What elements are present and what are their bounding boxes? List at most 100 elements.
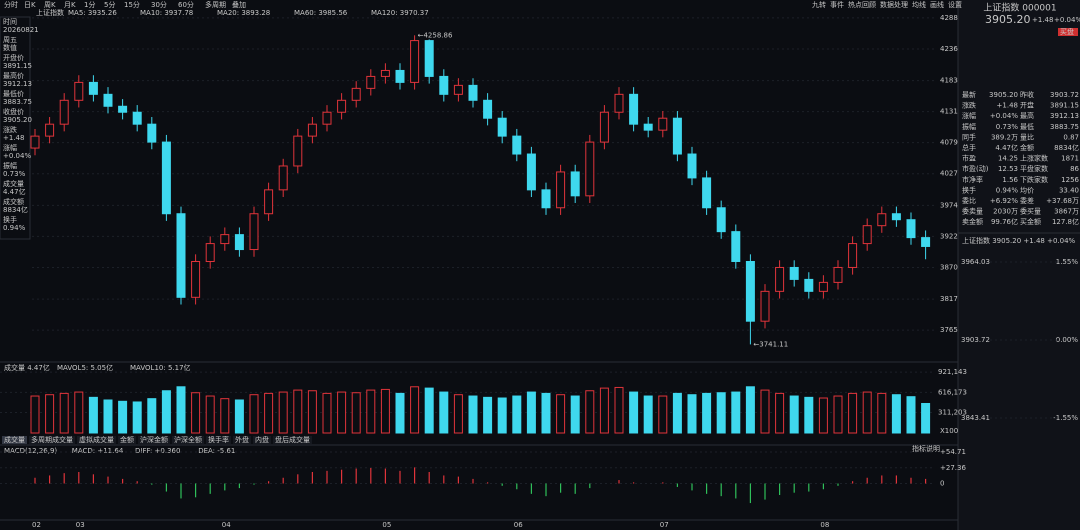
- volume-tab[interactable]: 换手率: [208, 435, 229, 444]
- volume-bar: [205, 395, 215, 434]
- tab-bg[interactable]: [2, 436, 27, 444]
- quote-label: 委比: [962, 196, 976, 205]
- volume-tab[interactable]: 多周期成交量: [31, 435, 73, 444]
- tab-bg[interactable]: [172, 436, 204, 444]
- quote-value: 2030万: [993, 208, 1018, 216]
- quote-value: 1.56: [1002, 176, 1018, 184]
- volume-bar: [599, 387, 609, 434]
- quote-value: 0.94%: [996, 186, 1019, 194]
- tab-bg[interactable]: [206, 436, 231, 444]
- toolbar-tab[interactable]: 15分: [124, 0, 140, 9]
- toolbar-tab[interactable]: 叠加: [232, 0, 246, 9]
- candle-body: [205, 243, 215, 262]
- tab-bg[interactable]: [253, 436, 271, 444]
- quote-label: 均价: [1020, 185, 1034, 194]
- candle-body: [322, 111, 332, 125]
- y-tick-label: 616,173: [938, 388, 967, 396]
- candle-body: [760, 290, 770, 322]
- volume-legend: MAVOL10: 5.17亿: [130, 363, 191, 372]
- toolbar-tool[interactable]: 均线: [912, 0, 926, 9]
- info-value: 3883.75: [3, 98, 32, 106]
- toolbar-tab[interactable]: 30分: [151, 0, 167, 9]
- candle-body: [921, 237, 931, 247]
- quote-label: 最低: [1020, 122, 1034, 131]
- toolbar-tool[interactable]: 事件: [830, 0, 844, 9]
- y-tick-label: 921,143: [938, 368, 967, 376]
- volume-tab[interactable]: 盘后成交量: [275, 435, 310, 444]
- toolbar-tab[interactable]: 分时: [4, 0, 18, 9]
- info-label: 成交量: [3, 179, 24, 188]
- quote-label: 涨幅: [962, 111, 976, 120]
- y-tick-label: +27.36: [940, 464, 966, 472]
- y-tick-label: 4288: [940, 14, 958, 22]
- toolbar-tab[interactable]: 60分: [178, 0, 194, 9]
- toolbar-tab[interactable]: 月K: [64, 1, 76, 9]
- toolbar-tab[interactable]: 1分: [84, 0, 95, 9]
- volume-bar: [789, 395, 799, 434]
- candle-body: [716, 207, 726, 233]
- x-tick-label: 07: [660, 521, 669, 529]
- tab-bg[interactable]: [273, 436, 312, 444]
- volume-tab[interactable]: 金额: [120, 435, 134, 444]
- toolbar-tool[interactable]: 热点回顾: [848, 0, 876, 9]
- toolbar-tool[interactable]: 画线: [930, 0, 944, 9]
- volume-bar: [118, 400, 128, 434]
- toolbar-tab[interactable]: 日K: [24, 1, 36, 9]
- quote-title: 上证指数 000001: [983, 2, 1056, 14]
- quote-label: 买金额: [1020, 217, 1041, 226]
- toolbar-tool[interactable]: 数据处理: [880, 0, 908, 9]
- volume-bar: [891, 394, 901, 434]
- volume-tab[interactable]: 外盘: [235, 435, 249, 444]
- tab-bg[interactable]: [29, 436, 75, 444]
- indicator-link[interactable]: 指标说明: [912, 444, 940, 453]
- volume-bar: [424, 387, 434, 434]
- volume-bar: [483, 396, 493, 434]
- mini-left-label: 3964.03: [961, 258, 990, 266]
- badge-bg: [1058, 28, 1078, 36]
- volume-bar: [818, 397, 828, 434]
- tab-bg[interactable]: [138, 436, 170, 444]
- candle-body: [380, 69, 390, 77]
- info-label: 最高价: [3, 71, 24, 80]
- candle-body: [264, 189, 274, 215]
- toolbar-tab[interactable]: 周K: [44, 1, 56, 9]
- candle-body: [30, 135, 40, 149]
- info-label: 振幅: [3, 161, 17, 170]
- candle-body: [804, 278, 814, 292]
- y-tick-label: 4131: [940, 108, 958, 116]
- volume-tab[interactable]: 沪深金额: [140, 435, 168, 444]
- candle-body: [337, 99, 347, 113]
- quote-label: 量比: [1020, 132, 1034, 141]
- toolbar-tool[interactable]: 九转: [812, 0, 826, 9]
- toolbar-tool[interactable]: 设置: [948, 0, 962, 9]
- high-annotation: ←4258.86: [418, 31, 453, 39]
- quote-value: 4.47亿: [995, 143, 1018, 152]
- info-value: 3912.13: [3, 80, 32, 88]
- volume-bar: [585, 390, 595, 434]
- volume-tab[interactable]: 虚拟成交量: [79, 435, 114, 444]
- candle-body: [614, 93, 624, 113]
- quote-value: 3912.13: [1050, 112, 1079, 120]
- volume-tab[interactable]: 沪深全额: [174, 435, 202, 444]
- volume-bar: [921, 402, 931, 434]
- tab-bg[interactable]: [77, 436, 116, 444]
- info-label: 收盘价: [3, 107, 24, 116]
- volume-bar: [147, 398, 157, 434]
- volume-bar: [804, 396, 814, 434]
- volume-tab[interactable]: 成交量: [4, 435, 25, 444]
- toolbar-tab[interactable]: 5分: [104, 0, 115, 9]
- volume-bar: [351, 392, 361, 434]
- volume-bar: [191, 392, 201, 434]
- tab-bg[interactable]: [233, 436, 251, 444]
- volume-bar: [337, 391, 347, 434]
- candle-body: [629, 93, 639, 125]
- info-value: 8834亿: [3, 205, 28, 214]
- quote-panel-bg: [958, 0, 1080, 530]
- toolbar-tab[interactable]: 多周期: [205, 0, 226, 9]
- volume-tab[interactable]: 内盘: [255, 435, 269, 444]
- info-value: 3891.15: [3, 62, 32, 70]
- info-panel-bg: [0, 16, 31, 240]
- volume-bar: [453, 394, 463, 434]
- tab-bg[interactable]: [118, 436, 136, 444]
- volume-bar: [103, 399, 113, 434]
